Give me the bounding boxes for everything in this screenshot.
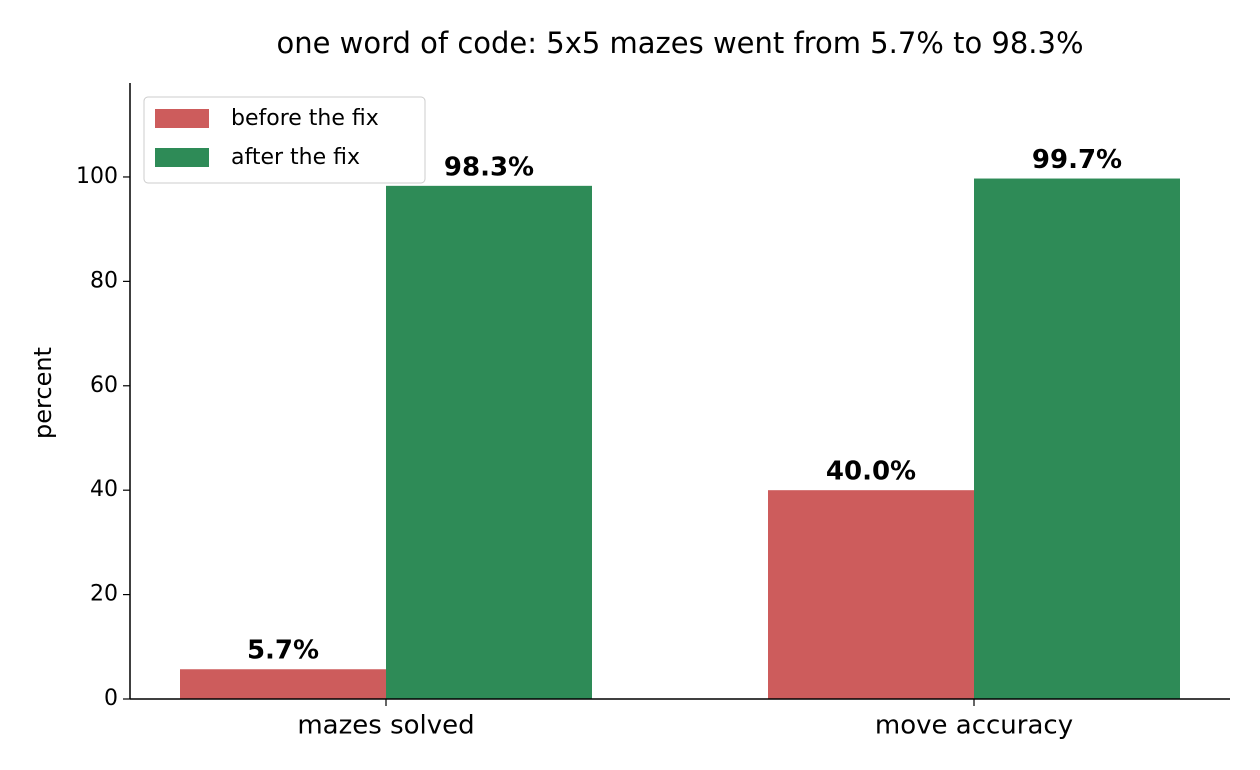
legend-label: before the fix bbox=[231, 106, 379, 131]
bar bbox=[768, 490, 974, 699]
x-tick-label: mazes solved bbox=[297, 711, 474, 741]
y-tick-label: 80 bbox=[90, 268, 118, 293]
x-tick-label: move accuracy bbox=[875, 711, 1073, 741]
value-label: 5.7% bbox=[247, 636, 319, 666]
legend-swatch bbox=[155, 148, 209, 167]
y-tick-label: 20 bbox=[90, 582, 118, 607]
value-label: 99.7% bbox=[1032, 145, 1122, 175]
y-axis-label: percent bbox=[29, 347, 57, 439]
value-label: 98.3% bbox=[444, 152, 534, 182]
y-tick-label: 60 bbox=[90, 373, 118, 398]
y-tick-label: 40 bbox=[90, 477, 118, 502]
y-tick-label: 0 bbox=[104, 686, 118, 711]
legend-box bbox=[143, 96, 426, 184]
y-tick-label: 100 bbox=[76, 164, 118, 189]
chart-title: one word of code: 5x5 mazes went from 5.… bbox=[276, 26, 1083, 60]
bar bbox=[386, 185, 592, 699]
legend-label: after the fix bbox=[231, 145, 360, 170]
bar bbox=[974, 178, 1180, 699]
legend-swatch bbox=[155, 109, 209, 128]
value-label: 40.0% bbox=[826, 457, 916, 487]
bar bbox=[180, 669, 386, 699]
